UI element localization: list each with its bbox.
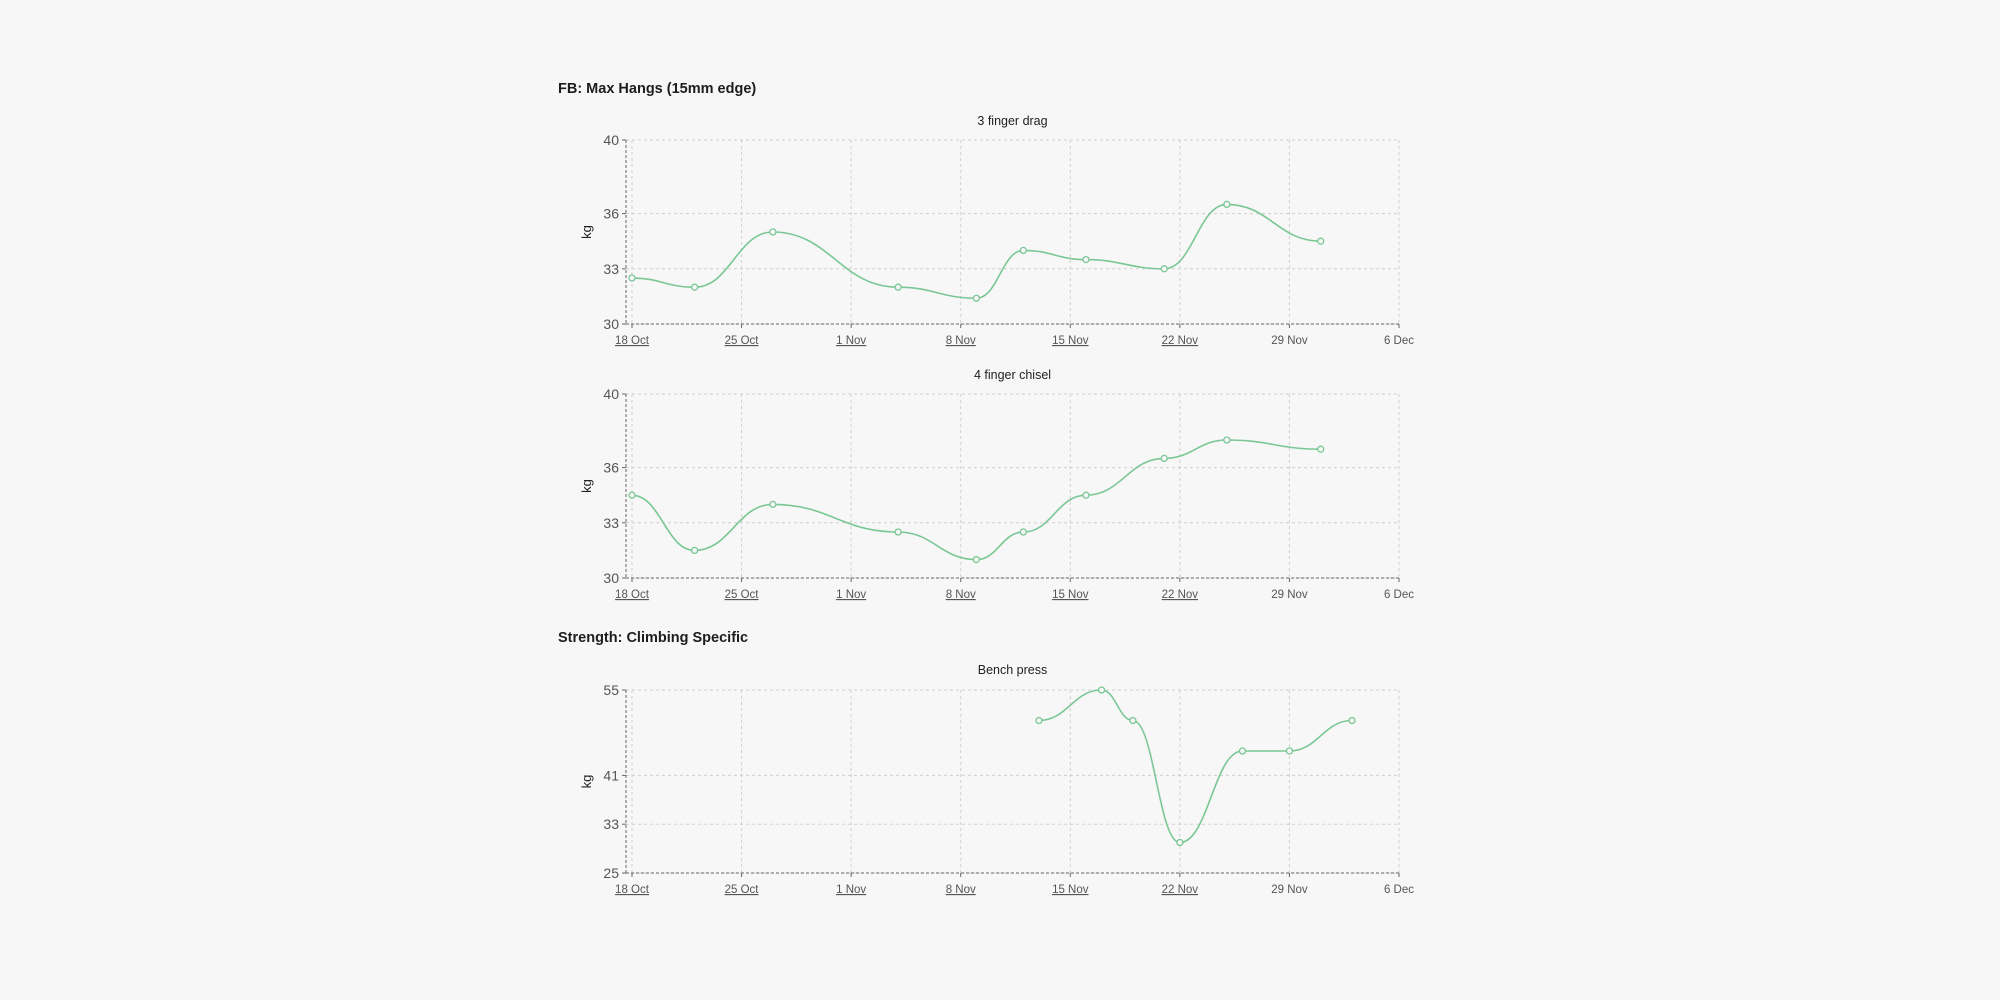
x-tick-label[interactable]: 15 Nov: [1052, 335, 1089, 347]
x-tick-label: 6 Dec: [1384, 884, 1414, 896]
data-point[interactable]: [690, 546, 699, 555]
data-point[interactable]: [1317, 445, 1325, 453]
x-tick-label[interactable]: 18 Oct: [615, 335, 650, 347]
y-tick-label: 33: [603, 261, 619, 277]
data-point[interactable]: [1317, 237, 1325, 245]
chart-title: 3 finger drag: [977, 114, 1047, 128]
data-point[interactable]: [1176, 838, 1184, 847]
chart-title: 4 finger chisel: [974, 368, 1051, 382]
series-line: [1038, 689, 1353, 844]
y-axis-label: kg: [579, 775, 594, 789]
data-point[interactable]: [894, 528, 902, 536]
data-point[interactable]: [1097, 686, 1106, 694]
x-tick-label[interactable]: 1 Nov: [836, 335, 866, 347]
x-tick-label[interactable]: 15 Nov: [1052, 589, 1089, 601]
data-point[interactable]: [769, 500, 777, 509]
data-point[interactable]: [1019, 246, 1027, 255]
x-tick-label[interactable]: 22 Nov: [1162, 335, 1199, 347]
data-point[interactable]: [1223, 436, 1231, 444]
data-point[interactable]: [1223, 200, 1231, 209]
series-line: [631, 203, 1321, 300]
x-tick-label[interactable]: 8 Nov: [946, 335, 976, 347]
y-axis-label: kg: [579, 479, 594, 493]
x-tick-label[interactable]: 18 Oct: [615, 589, 650, 601]
data-point[interactable]: [769, 228, 777, 236]
data-point[interactable]: [972, 294, 981, 302]
data-point[interactable]: [1160, 265, 1168, 273]
data-point[interactable]: [1348, 716, 1356, 725]
y-tick-label: 36: [603, 460, 619, 476]
data-point[interactable]: [1082, 255, 1090, 264]
x-tick-label[interactable]: 1 Nov: [836, 589, 866, 601]
y-tick-label: 40: [603, 386, 619, 402]
y-axis-label: kg: [579, 225, 594, 239]
data-point[interactable]: [1285, 747, 1294, 755]
y-tick-label: 25: [603, 865, 619, 881]
data-point[interactable]: [1019, 528, 1027, 536]
data-point[interactable]: [1160, 454, 1168, 463]
y-tick-label: 33: [603, 816, 619, 832]
chart-title: Bench press: [978, 663, 1047, 677]
y-tick-label: 55: [603, 682, 619, 698]
x-tick-label: 29 Nov: [1271, 884, 1308, 896]
y-tick-label: 30: [603, 316, 619, 332]
x-tick-label: 6 Dec: [1384, 589, 1414, 601]
x-tick-label[interactable]: 25 Oct: [725, 884, 760, 896]
y-tick-label: 41: [603, 767, 619, 783]
x-tick-label[interactable]: 8 Nov: [946, 884, 976, 896]
data-point[interactable]: [1035, 716, 1043, 725]
x-tick-label[interactable]: 22 Nov: [1162, 589, 1199, 601]
data-point[interactable]: [1238, 747, 1247, 755]
x-tick-label[interactable]: 1 Nov: [836, 884, 866, 896]
section-title-strength: Strength: Climbing Specific: [558, 630, 749, 646]
x-tick-label: 29 Nov: [1271, 335, 1308, 347]
data-point[interactable]: [1082, 491, 1090, 499]
data-point[interactable]: [894, 283, 902, 291]
x-tick-label[interactable]: 25 Oct: [725, 589, 760, 601]
section-title-max-hangs: FB: Max Hangs (15mm edge): [558, 81, 757, 97]
x-tick-label[interactable]: 25 Oct: [725, 335, 760, 347]
data-point[interactable]: [972, 555, 981, 564]
x-tick-label[interactable]: 15 Nov: [1052, 884, 1089, 896]
data-point[interactable]: [690, 283, 699, 291]
series-line: [631, 439, 1321, 561]
x-tick-label: 6 Dec: [1384, 335, 1414, 347]
x-tick-label[interactable]: 8 Nov: [946, 589, 976, 601]
y-tick-label: 30: [603, 570, 619, 586]
y-tick-label: 40: [603, 132, 619, 148]
x-tick-label[interactable]: 18 Oct: [615, 884, 650, 896]
x-tick-label[interactable]: 22 Nov: [1162, 884, 1199, 896]
data-point[interactable]: [628, 491, 636, 499]
y-tick-label: 36: [603, 206, 619, 222]
x-tick-label: 29 Nov: [1271, 589, 1308, 601]
data-point[interactable]: [628, 274, 636, 282]
y-tick-label: 33: [603, 515, 619, 531]
data-point[interactable]: [1129, 716, 1137, 725]
